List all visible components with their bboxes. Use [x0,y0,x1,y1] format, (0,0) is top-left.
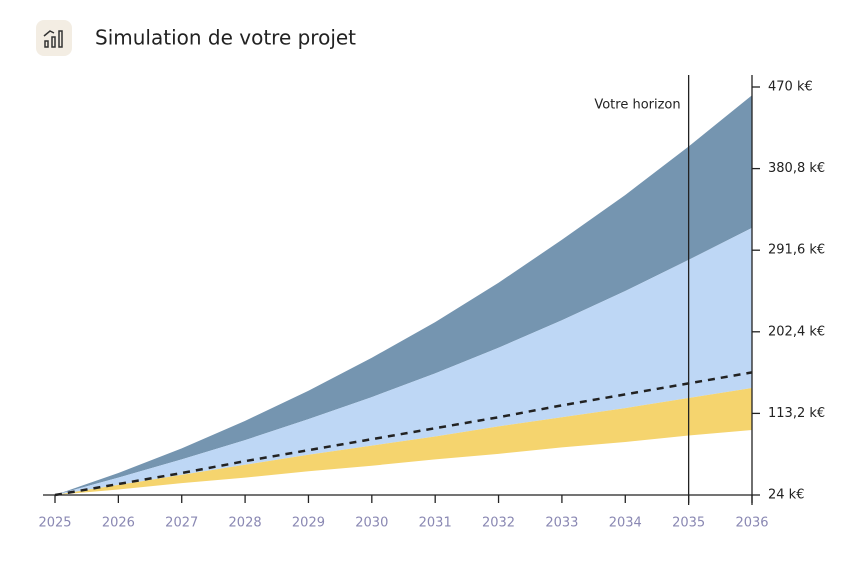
icon-bg [36,20,72,56]
x-tick-label: 2035 [672,516,705,531]
x-tick-label: 2028 [229,516,262,531]
y-tick-label: 202,4 k€ [768,324,825,339]
chart-title: Simulation de votre projet [95,26,356,50]
x-tick-label: 2027 [165,516,198,531]
horizon-label: Votre horizon [594,98,680,113]
x-tick-label: 2031 [419,516,452,531]
y-tick-label: 470 k€ [768,80,813,95]
x-tick-label: 2032 [482,516,515,531]
band-area [55,227,752,496]
band-area [55,95,752,495]
x-tick-label: 2030 [355,516,388,531]
y-tick-label: 291,6 k€ [768,243,825,258]
x-tick-label: 2033 [545,516,578,531]
x-tick-label: 2026 [102,516,135,531]
x-tick-label: 2034 [609,516,642,531]
y-tick-label: 24 k€ [768,488,804,503]
x-tick-label: 2036 [735,516,768,531]
chart-icon [43,30,63,48]
x-tick-label: 2025 [38,516,71,531]
y-tick-label: 113,2 k€ [768,406,825,421]
band-area [55,387,752,495]
dashed-line [54,371,753,497]
y-tick-label: 380,8 k€ [768,161,825,176]
x-tick-label: 2029 [292,516,325,531]
